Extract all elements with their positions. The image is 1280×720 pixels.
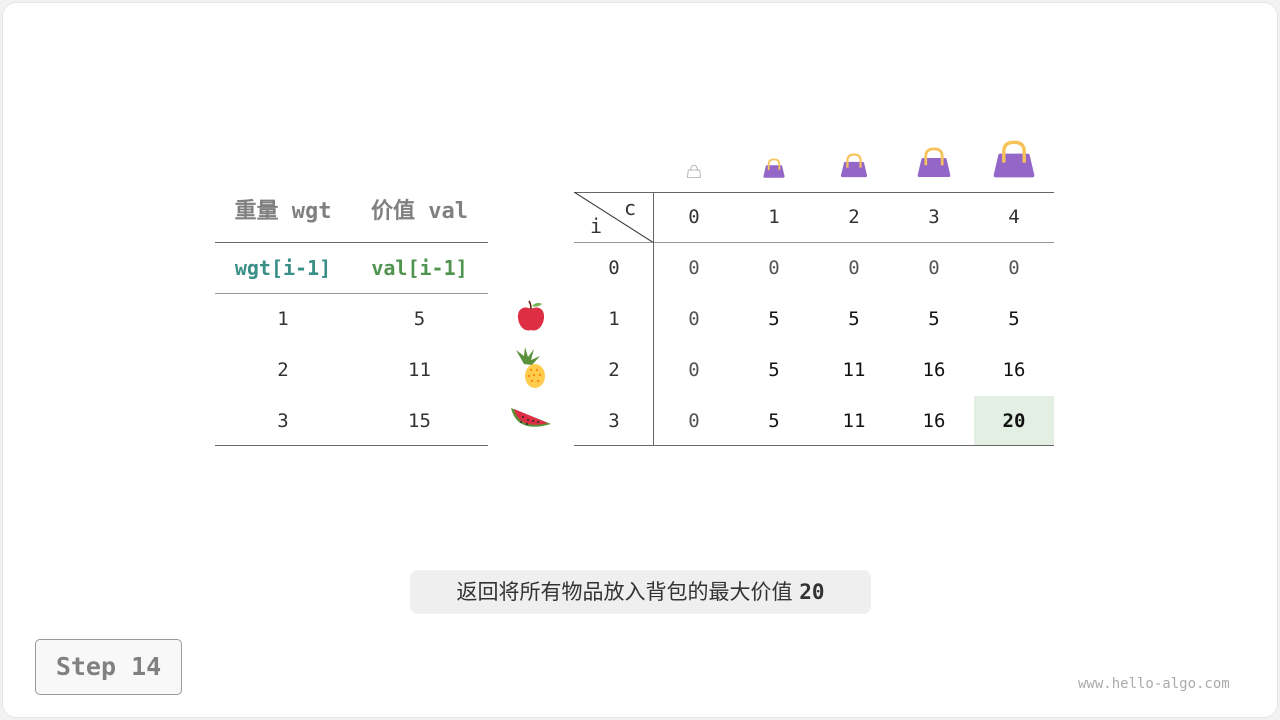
dp-cell: 0 bbox=[688, 410, 700, 432]
header-value: 价值 val bbox=[371, 199, 468, 224]
capacity-header: 0 bbox=[688, 206, 700, 228]
caption-box: 返回将所有物品放入背包的最大价值 20 bbox=[410, 570, 871, 614]
item-weight: 1 bbox=[277, 308, 289, 330]
bag-icon bbox=[763, 157, 785, 178]
dp-cell: 0 bbox=[768, 257, 780, 279]
caption-value: 20 bbox=[799, 580, 825, 604]
divider bbox=[574, 445, 1054, 446]
dp-cell: 5 bbox=[768, 410, 780, 432]
dp-cell: 11 bbox=[842, 359, 866, 381]
col-axis-label: c bbox=[624, 196, 637, 220]
pineapple-icon bbox=[516, 347, 545, 388]
row-label: 1 bbox=[608, 308, 620, 330]
row-axis-label: i bbox=[590, 214, 603, 238]
dp-cell: 0 bbox=[688, 308, 700, 330]
item-weight: 2 bbox=[277, 359, 289, 381]
capacity-header: 4 bbox=[1008, 206, 1020, 228]
subheader-wgt: wgt[i-1] bbox=[234, 256, 332, 280]
dp-cell: 20 bbox=[974, 396, 1054, 446]
dp-cell: 5 bbox=[928, 308, 940, 330]
dp-cell: 0 bbox=[688, 257, 700, 279]
bag-icon bbox=[917, 147, 951, 178]
step-button[interactable]: Step 14 bbox=[35, 639, 182, 695]
row-label: 3 bbox=[608, 410, 620, 432]
dp-cell: 0 bbox=[848, 257, 860, 279]
divider bbox=[574, 242, 1054, 243]
row-label: 0 bbox=[608, 257, 620, 279]
dp-cell: 0 bbox=[688, 359, 700, 381]
subheader-val: val[i-1] bbox=[371, 256, 468, 280]
dp-cell: 0 bbox=[1008, 257, 1020, 279]
divider bbox=[574, 192, 1054, 193]
corner-diagonal bbox=[574, 192, 654, 243]
header-weight: 重量 wgt bbox=[234, 199, 332, 224]
bag-icon bbox=[993, 140, 1035, 177]
divider bbox=[215, 445, 488, 446]
item-value: 11 bbox=[408, 359, 431, 381]
row-label: 2 bbox=[608, 359, 620, 381]
dp-cell: 16 bbox=[1002, 359, 1026, 381]
item-value: 15 bbox=[408, 410, 431, 432]
dp-cell: 5 bbox=[848, 308, 860, 330]
item-weight: 3 bbox=[277, 410, 289, 432]
capacity-header: 3 bbox=[928, 206, 940, 228]
dp-cell: 11 bbox=[842, 410, 866, 432]
bag-icon bbox=[686, 164, 702, 178]
dp-cell: 16 bbox=[922, 359, 946, 381]
vertical-divider bbox=[653, 192, 654, 446]
capacity-header: 1 bbox=[768, 206, 780, 228]
dp-cell: 5 bbox=[768, 308, 780, 330]
capacity-header: 2 bbox=[848, 206, 860, 228]
divider bbox=[215, 242, 488, 243]
watermelon-icon bbox=[511, 408, 551, 427]
dp-cell: 5 bbox=[768, 359, 780, 381]
apple-icon bbox=[517, 300, 545, 331]
dp-cell: 16 bbox=[922, 410, 946, 432]
caption-text: 返回将所有物品放入背包的最大价值 bbox=[456, 580, 793, 604]
item-value: 5 bbox=[413, 308, 426, 330]
watermark: www.hello-algo.com bbox=[1078, 676, 1230, 692]
dp-cell: 0 bbox=[928, 257, 940, 279]
bag-icon bbox=[840, 153, 868, 178]
divider bbox=[215, 293, 488, 294]
dp-cell: 5 bbox=[1008, 308, 1020, 330]
